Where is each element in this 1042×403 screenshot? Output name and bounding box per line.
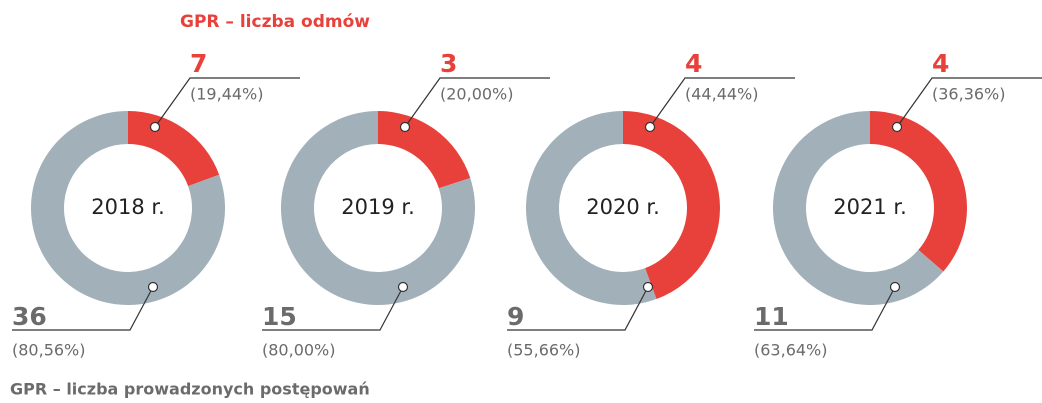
leader-dot [889,281,901,293]
leader-line [896,77,1042,128]
donut-segment [526,110,657,305]
leader-line [154,77,300,128]
leader-line [404,77,550,128]
donut-segment [623,111,720,300]
value-label: (44,44%) [685,85,759,104]
value-label: (19,44%) [190,85,264,104]
chart-title: GPR – liczba odmów [180,12,370,32]
value-label: (80,56%) [12,341,86,360]
leader-line [12,286,154,331]
count-label: 7 [190,49,207,78]
donut-segment [280,111,475,305]
donut-center-label: 2021 r. [833,195,907,219]
leader-dot [149,121,161,133]
leader-line [649,77,795,128]
value-label: (20,00%) [440,85,514,104]
count-label: 4 [932,49,949,78]
leader-line [507,286,649,331]
donut-segment [870,111,967,272]
count-label: 9 [507,302,524,331]
leader-dot [642,281,654,293]
leader-dot [891,121,903,133]
value-label: (55,66%) [507,341,581,360]
donut-center-label: 2020 r. [586,195,660,219]
count-label: 4 [685,49,702,78]
donut-center-label: 2018 r. [91,195,165,219]
leader-dot [644,121,656,133]
leader-dot [397,281,409,293]
count-label: 36 [12,302,47,331]
count-label: 15 [262,302,297,331]
leader-dot [399,121,411,133]
value-label: (36,36%) [932,85,1006,104]
donut-center-label: 2019 r. [341,195,415,219]
leader-line [754,286,896,331]
donut-segment [772,110,944,306]
count-label: 3 [440,49,457,78]
leader-line [262,286,404,331]
donut-segment [30,111,225,305]
footer-title: GPR – liczba prowadzonych postępowań [10,380,370,399]
value-label: (63,64%) [754,341,828,360]
donut-segment [378,111,471,189]
donut-segment [128,111,220,187]
count-label: 11 [754,302,789,331]
value-label: (80,00%) [262,341,336,360]
leader-dot [147,281,159,293]
